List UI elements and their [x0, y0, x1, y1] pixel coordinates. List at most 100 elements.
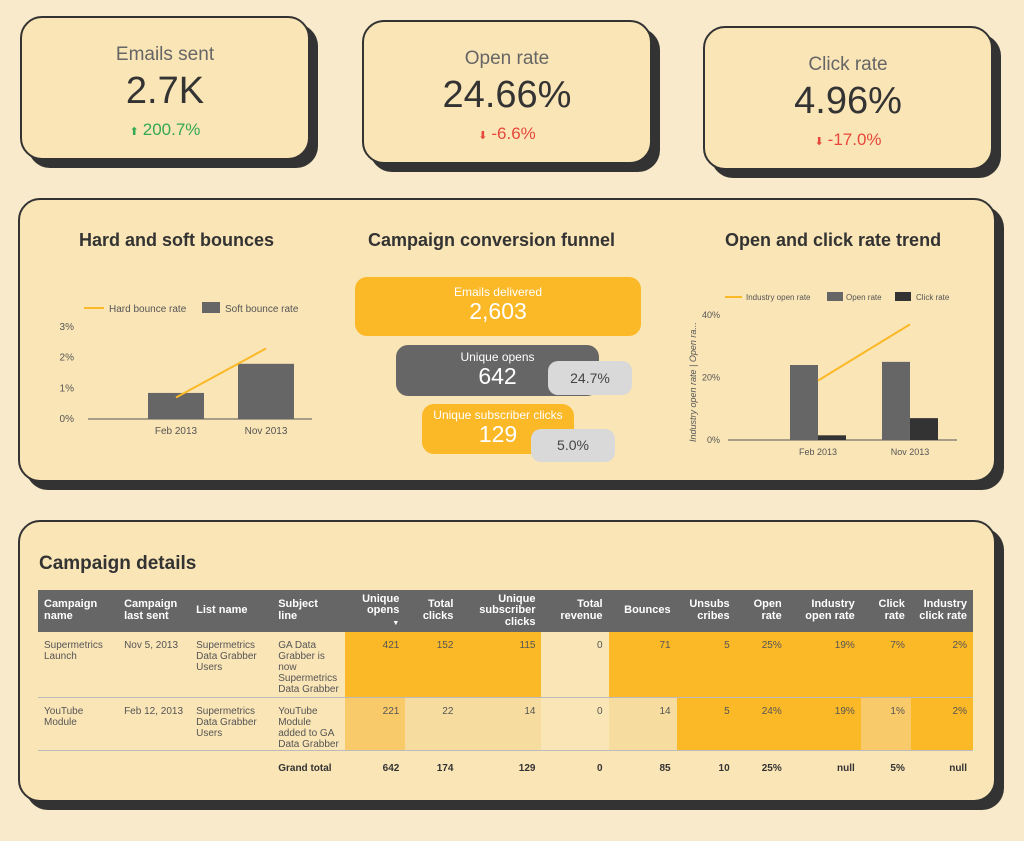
bar-click-rate	[910, 418, 938, 440]
cell-total-revenue: 0	[541, 632, 609, 698]
col-header-open-rate[interactable]: Open rate	[735, 590, 788, 632]
table-row: Supermetrics Launch Nov 5, 2013 Supermet…	[38, 632, 973, 698]
col-header-bounces[interactable]: Bounces	[608, 590, 677, 632]
col-header-unique-opens[interactable]: Unique opens ▼	[345, 590, 406, 632]
total-unique-opens: 642	[382, 763, 400, 774]
total-unique-subscriber-clicks: 129	[518, 763, 536, 774]
total-click-rate: 5%	[890, 763, 905, 774]
legend-bar-swatch	[202, 302, 220, 313]
arrow-down-icon: ⬇	[814, 136, 824, 148]
cell-industry-click-rate: 2%	[910, 697, 973, 751]
funnel-title: Campaign conversion funnel	[368, 230, 616, 250]
bar-soft-bounce-rate	[238, 363, 294, 419]
col-header-subject-line[interactable]: Subject line	[272, 590, 346, 632]
x-tick-label: Feb 2013	[155, 426, 198, 437]
cell-bounces: 71	[608, 632, 677, 698]
cell-subject-line: YouTube Module added to GA Data Grabber	[272, 697, 346, 751]
line-industry-open-rate	[817, 323, 911, 382]
col-header-industry-click-rate[interactable]: Industry click rate	[910, 590, 973, 632]
total-open-rate: 25%	[761, 763, 782, 774]
trend-legend: Industry open rate Open rate Click rate	[725, 292, 950, 302]
cell-last-sent: Nov 5, 2013	[118, 632, 191, 698]
kpi-card-emails-sent: Emails sent 2.7K ⬆ 200.7%	[20, 16, 310, 160]
kpi-card-click-rate: Click rate 4.96% ⬇ -17.0%	[703, 26, 993, 170]
legend-bar-swatch	[827, 292, 843, 301]
cell-list-name: Supermetrics Data Grabber Users	[190, 632, 273, 698]
col-header-list-name[interactable]: List name	[190, 590, 273, 632]
kpi-value: 2.7K	[125, 70, 205, 112]
x-tick-label: Feb 2013	[799, 447, 837, 457]
legend-industry-open-rate: Industry open rate	[746, 293, 811, 302]
funnel-stage-delivered: Emails delivered 2,603	[355, 277, 641, 336]
cell-unique-opens: 221	[345, 697, 406, 751]
legend-open-rate: Open rate	[846, 293, 882, 302]
col-header-total-revenue[interactable]: Total revenue	[541, 590, 609, 632]
sort-desc-icon: ▼	[392, 619, 400, 627]
line-hard-bounce-rate	[175, 347, 267, 399]
cell-unsubscribes: 5	[676, 697, 736, 751]
cell-click-rate: 1%	[860, 697, 911, 751]
cell-industry-open-rate: 19%	[787, 632, 861, 698]
funnel-stage-label: Emails delivered	[453, 285, 543, 299]
kpi-value: 24.66%	[442, 74, 572, 116]
total-total-clicks: 174	[436, 763, 454, 774]
cell-subject-line: GA Data Grabber is now Supermetrics Data…	[272, 632, 346, 698]
legend-hard-bounce: Hard bounce rate	[109, 304, 187, 315]
x-tick-label: Nov 2013	[245, 426, 288, 437]
col-header-click-rate[interactable]: Click rate	[860, 590, 911, 632]
kpi-delta: ⬆ 200.7%	[22, 120, 308, 140]
empty-cell	[38, 751, 118, 788]
cell-total-clicks: 152	[405, 632, 460, 698]
funnel-stage-value: 2,603	[469, 298, 527, 324]
cell-last-sent: Feb 12, 2013	[118, 697, 191, 751]
cell-industry-open-rate: 19%	[787, 697, 861, 751]
kpi-delta: ⬇ -6.6%	[364, 124, 650, 144]
kpi-label: Click rate	[808, 54, 888, 75]
kpi-delta-value: 200.7%	[142, 120, 201, 139]
bounces-legend: Hard bounce rate Soft bounce rate	[84, 302, 299, 315]
funnel-stage-label: Unique opens	[460, 350, 535, 364]
col-header-unique-subscriber-clicks[interactable]: Unique subscriber clicks	[459, 590, 542, 632]
col-header-total-clicks[interactable]: Total clicks	[405, 590, 460, 632]
arrow-down-icon: ⬇	[478, 130, 488, 142]
col-header-industry-open-rate[interactable]: Industry open rate	[787, 590, 861, 632]
kpi-delta-value: -17.0%	[827, 130, 882, 149]
x-tick-label: Nov 2013	[891, 447, 930, 457]
cell-total-clicks: 22	[405, 697, 460, 751]
total-unsubscribes: 10	[718, 763, 730, 774]
bar-click-rate	[818, 435, 846, 440]
grand-total-label: Grand total	[278, 763, 332, 774]
total-total-revenue: 0	[596, 763, 603, 774]
cell-open-rate: 24%	[735, 697, 788, 751]
cell-total-revenue: 0	[541, 697, 609, 751]
kpi-delta: ⬇ -17.0%	[705, 130, 991, 150]
col-header-campaign-name[interactable]: Campaign name	[38, 590, 119, 632]
cell-bounces: 14	[608, 697, 677, 751]
cell-campaign-name: Supermetrics Launch	[38, 632, 119, 698]
col-header-last-sent[interactable]: Campaign last sent	[118, 590, 191, 632]
kpi-delta-value: -6.6%	[491, 124, 536, 143]
kpi-label: Emails sent	[115, 44, 215, 65]
table-row: YouTube Module Feb 12, 2013 Supermetrics…	[38, 697, 973, 751]
bar-open-rate	[882, 361, 910, 440]
y-tick-label: 0%	[60, 414, 75, 425]
cell-list-name: Supermetrics Data Grabber Users	[190, 697, 273, 751]
y-tick-label: 1%	[60, 383, 75, 394]
col-header-unsubscribes[interactable]: Unsubs cribes	[676, 590, 736, 632]
col-header-label: Unique opens	[362, 592, 400, 617]
cell-unique-opens: 421	[345, 632, 406, 698]
funnel-pct-clicks: 5.0%	[531, 429, 615, 462]
trend-y-axis-label: Industry open rate | Open ra...	[688, 322, 698, 442]
campaign-details-title: Campaign details	[39, 553, 197, 574]
y-tick-label: 3%	[60, 322, 75, 333]
cell-campaign-name: YouTube Module	[38, 697, 119, 751]
total-bounces: 85	[659, 763, 671, 774]
trend-chart: Industry open rate Open rate Click rate …	[688, 292, 957, 457]
campaign-details-table: Campaign name Campaign last sent List na…	[38, 590, 973, 787]
legend-soft-bounce: Soft bounce rate	[225, 304, 299, 315]
empty-cell	[190, 751, 272, 788]
y-tick-label: 2%	[60, 353, 75, 364]
empty-cell	[118, 751, 190, 788]
table-header-row: Campaign name Campaign last sent List na…	[38, 590, 973, 632]
legend-bar-swatch	[895, 292, 911, 301]
